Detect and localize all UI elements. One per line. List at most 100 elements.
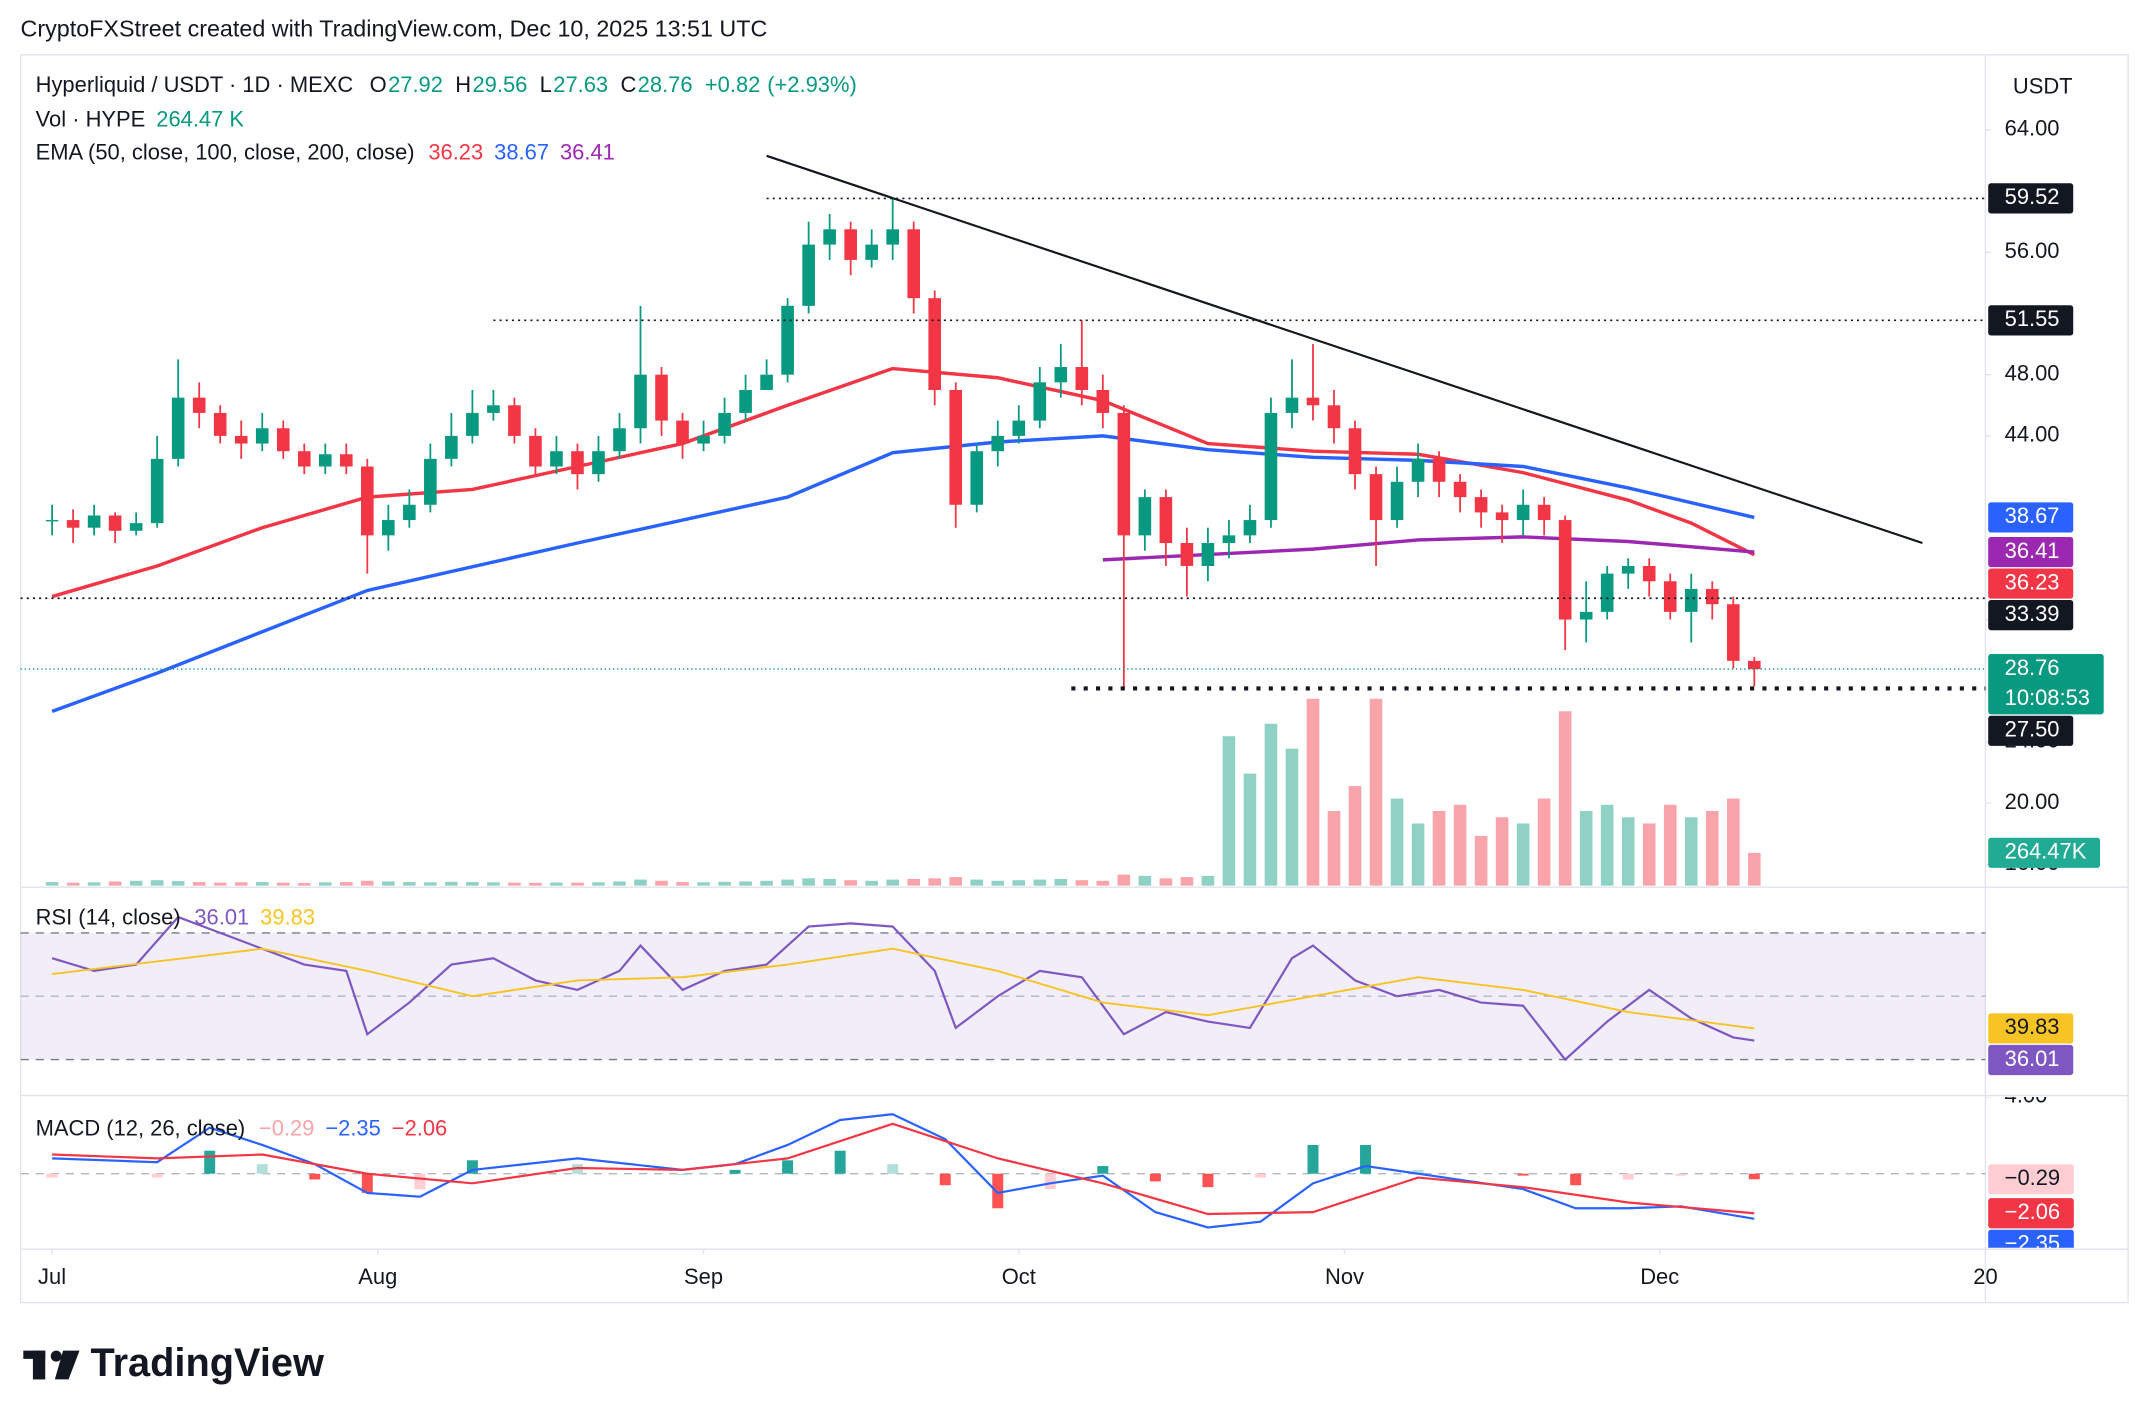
- candle-body: [1012, 420, 1026, 436]
- candle-body: [1600, 573, 1614, 612]
- volume-bar: [297, 883, 311, 886]
- candle-body: [129, 523, 143, 531]
- volume-bar: [129, 880, 143, 886]
- legend-text: Hyperliquid / USDT · 1D · MEXC: [36, 72, 354, 97]
- histogram-bar: [834, 1150, 846, 1174]
- price-badge: [1988, 654, 2104, 715]
- candle-body: [339, 454, 353, 467]
- volume-bar: [844, 880, 857, 886]
- candle-body: [1348, 428, 1362, 475]
- legend-text: 264.47 K: [156, 106, 244, 131]
- volume-bar: [1327, 811, 1341, 886]
- volume-bar: [1516, 823, 1530, 886]
- histogram-bar: [782, 1160, 794, 1174]
- price-badge: [1988, 502, 2074, 533]
- legend-text: −2.06: [392, 1116, 447, 1141]
- volume-bar: [1474, 835, 1488, 886]
- candle-body: [886, 229, 899, 245]
- price-badge-label: 36.01: [2005, 1046, 2060, 1071]
- histogram-bar: [887, 1164, 899, 1174]
- candle-body: [1306, 397, 1320, 406]
- candle-body: [1495, 512, 1509, 521]
- volume-bar: [255, 882, 269, 886]
- volume-bar: [1348, 786, 1362, 886]
- volume-bar: [466, 882, 479, 886]
- candle-body: [1159, 497, 1173, 544]
- candle-body: [613, 428, 626, 452]
- volume-bar: [739, 881, 752, 886]
- volume-bar: [1600, 804, 1614, 886]
- candle-body: [1474, 497, 1488, 513]
- rsi-line: [51, 915, 1755, 1062]
- x-tick-label: Oct: [1002, 1264, 1036, 1289]
- candle-body: [108, 515, 122, 531]
- candle-body: [949, 389, 963, 505]
- candle-body: [466, 412, 479, 436]
- price-badge-label: 264.47K: [2005, 839, 2087, 864]
- candle-body: [171, 397, 185, 459]
- price-badge-label: −2.06: [2005, 1199, 2060, 1224]
- ema-line: [51, 366, 1756, 599]
- x-tick-label: Sep: [684, 1264, 723, 1289]
- candle-body: [1453, 481, 1467, 498]
- price-badge: [1988, 715, 2074, 746]
- price-badge-label: −2.35: [2005, 1231, 2060, 1256]
- legend-text: MACD (12, 26, close): [36, 1116, 246, 1141]
- volume-bar: [1201, 875, 1215, 886]
- logo-text: TradingView: [90, 1341, 323, 1385]
- volume-bar: [592, 882, 605, 886]
- macd-line: [52, 1122, 1755, 1216]
- volume-bar: [718, 881, 731, 886]
- histogram-bar: [1360, 1144, 1372, 1174]
- price-badge: [1988, 183, 2074, 214]
- legend-text: L: [540, 72, 552, 97]
- candle-body: [676, 420, 689, 444]
- volume-bar: [1663, 804, 1677, 886]
- price-pane: [20, 154, 1986, 886]
- x-tick-label: Jul: [38, 1264, 66, 1289]
- y-tick-label: 56.00: [2005, 238, 2060, 263]
- logo-shape: [32, 1350, 46, 1380]
- volume-bar: [760, 880, 773, 886]
- volume-bar: [382, 881, 395, 886]
- candle-body: [1621, 565, 1635, 574]
- volume-bar: [1579, 811, 1593, 886]
- candle-body: [1390, 481, 1404, 521]
- candle-body: [424, 458, 437, 505]
- volume-bar: [865, 880, 878, 886]
- candle-body: [276, 428, 290, 452]
- rsi-pane: [20, 915, 1986, 1062]
- candle-body: [1201, 543, 1215, 566]
- y-tick-label: 4.00: [2005, 1083, 2048, 1108]
- candle-body: [718, 412, 731, 436]
- volume-bar: [1075, 880, 1089, 886]
- histogram-bar: [46, 1173, 58, 1178]
- histogram-bar: [466, 1160, 478, 1174]
- volume-bar: [1117, 874, 1131, 886]
- volume-bar: [66, 882, 80, 886]
- candle-body: [1054, 367, 1068, 383]
- volume-bar: [1537, 798, 1551, 886]
- legend-text: 29.56: [472, 72, 527, 97]
- price-badge-label: 28.76: [2005, 655, 2060, 680]
- volume-bar: [1285, 748, 1299, 886]
- trendline: [766, 154, 1923, 545]
- volume-bar: [1180, 877, 1194, 886]
- volume-bar: [529, 882, 542, 886]
- histogram-bar: [1517, 1173, 1529, 1176]
- volume-bar: [445, 881, 458, 886]
- legend-text: 36.01: [194, 905, 249, 930]
- candle-body: [66, 520, 80, 528]
- volume-bar: [949, 877, 963, 886]
- volume-bar: [1306, 698, 1320, 886]
- candle-body: [403, 504, 416, 521]
- candle-body: [508, 405, 521, 436]
- price-badge: [1988, 837, 2101, 868]
- candle-body: [255, 428, 269, 444]
- logo-shape: [54, 1350, 80, 1380]
- price-badge: [1988, 536, 2074, 568]
- candle-body: [760, 374, 773, 390]
- ema-line: [1102, 535, 1755, 562]
- volume-bar: [886, 879, 899, 886]
- volume-bar: [781, 879, 794, 886]
